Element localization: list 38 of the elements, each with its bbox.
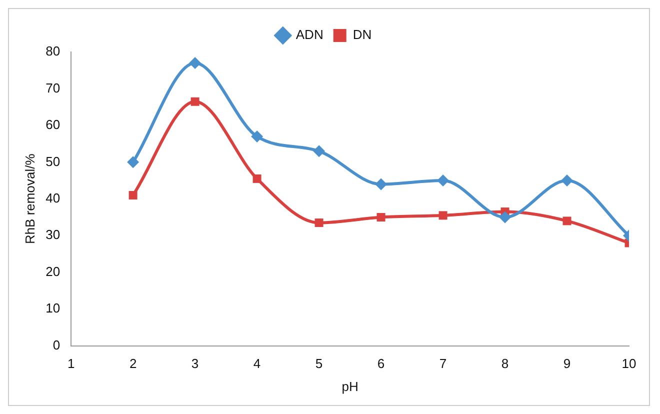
point — [562, 216, 572, 226]
x-tick-label: 4 — [253, 356, 261, 372]
point — [437, 174, 450, 187]
point — [375, 178, 388, 190]
y-tick-label: 0 — [52, 337, 60, 352]
point — [376, 213, 386, 222]
x-tick-label: 1 — [67, 356, 75, 372]
y-tick-label: 30 — [46, 227, 60, 242]
point — [190, 97, 200, 106]
point — [313, 145, 326, 158]
y-tick-label: 50 — [46, 154, 60, 169]
y-tick-label: 10 — [46, 300, 60, 316]
x-tick-label: 9 — [563, 356, 571, 372]
x-tick-label: 3 — [191, 356, 199, 372]
point — [252, 174, 262, 183]
y-tick-label: 60 — [46, 117, 60, 132]
x-tick-label: 8 — [501, 356, 509, 372]
x-axis-title: pH — [342, 378, 358, 394]
point — [189, 57, 202, 70]
point — [561, 174, 574, 187]
x-tick-label: 2 — [129, 356, 137, 372]
point — [438, 211, 448, 220]
y-tick-label: 20 — [46, 264, 60, 279]
y-tick-label: 40 — [46, 190, 60, 206]
legend-label: ADN — [296, 27, 324, 42]
y-axis-title: RhB removal/% — [22, 153, 38, 244]
x-tick-label: 5 — [315, 356, 323, 372]
point — [314, 218, 324, 228]
legend-label: DN — [352, 27, 372, 42]
y-tick-label: 80 — [46, 44, 60, 59]
point — [127, 156, 140, 168]
point — [499, 211, 512, 224]
x-tick-label: 7 — [439, 356, 447, 372]
x-tick-label: 6 — [377, 356, 385, 372]
point — [251, 130, 264, 142]
x-tick-label: 10 — [622, 356, 636, 372]
point — [128, 190, 138, 200]
y-tick-label: 70 — [46, 80, 60, 96]
